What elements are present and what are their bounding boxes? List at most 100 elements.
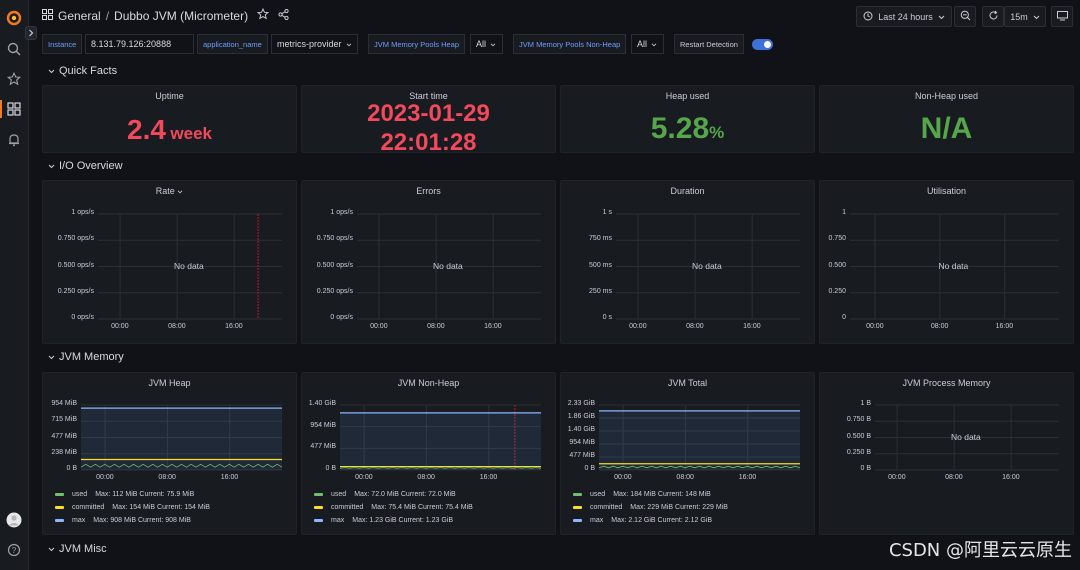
var-select-instance[interactable]: 8.131.79.126:20888 — [85, 34, 194, 54]
refresh-button[interactable] — [982, 6, 1004, 27]
panel-title: JVM Process Memory — [902, 378, 991, 388]
legend-stats: Max: 229 MiB Current: 229 MiB — [630, 504, 728, 511]
x-tick-label: 16:00 — [738, 474, 757, 481]
search-icon[interactable] — [5, 40, 23, 58]
row-io-overview[interactable]: I/O Overview — [48, 160, 123, 172]
panel-uptime[interactable]: Uptime 2.4 week — [42, 85, 297, 153]
legend-name: max — [590, 517, 604, 524]
dashboard-grid-icon — [42, 8, 53, 23]
legend-item-used[interactable]: used Max: 112 MiB Current: 75.9 MiB — [55, 491, 194, 498]
panel-rate[interactable]: Rate 1 ops/s 0.750 ops/s 0.500 ops/s 0.250 … — [42, 180, 297, 344]
grafana-logo-icon[interactable] — [5, 9, 23, 27]
panel-errors[interactable]: Errors 1 ops/s 0.750 ops/s 0.500 ops/s 0.250… — [301, 180, 556, 344]
restart-detection-toggle[interactable] — [752, 39, 773, 50]
starred-icon[interactable] — [5, 70, 23, 88]
legend-swatch — [55, 493, 64, 496]
dashboard-title[interactable]: Dubbo JVM (Micrometer) — [114, 8, 249, 23]
stat-value: 2.4 — [127, 114, 166, 145]
legend-item-max[interactable]: max Max: 1.23 GiB Current: 1.23 GiB — [314, 517, 453, 524]
y-tick-label: 477 MiB — [51, 432, 77, 440]
var-select-heap-pools[interactable]: All — [470, 34, 503, 54]
star-icon[interactable] — [256, 7, 270, 23]
panel-jvm-heap[interactable]: JVM Heap 954 MiB 715 MiB 477 MiB 238 MiB 0 B 0… — [42, 372, 297, 535]
panel-start-time[interactable]: Start time 2023-01-29 22:01:28 — [301, 85, 556, 153]
plot-grid — [357, 213, 541, 320]
legend-stats: Max: 2.12 GiB Current: 2.12 GiB — [611, 517, 712, 524]
y-tick-label: 1.40 GiB — [567, 426, 595, 433]
active-indicator — [0, 100, 2, 118]
breadcrumb-folder[interactable]: General — [58, 8, 101, 23]
panel-jvm-process-memory[interactable]: JVM Process Memory 1 B 0.750 B 0.500 B 0.250… — [819, 372, 1074, 535]
panel-utilisation[interactable]: Utilisation 1 0.750 0.500 0.250 0 00:00 08:00 16… — [819, 180, 1074, 344]
x-tick-label: 00:00 — [370, 323, 388, 330]
share-icon[interactable] — [278, 8, 289, 23]
legend-item-committed[interactable]: committed Max: 154 MiB Current: 154 MiB — [55, 504, 210, 511]
legend-name: committed — [72, 504, 105, 511]
user-avatar[interactable] — [5, 511, 23, 529]
time-range-picker[interactable]: Last 24 hours — [856, 6, 952, 27]
panel-non-heap-used[interactable]: Non-Heap used N/A — [819, 85, 1074, 153]
panel-jvm-total[interactable]: JVM Total 2.33 GiB 1.86 GiB 1.40 GiB 954 MiB… — [560, 372, 815, 535]
x-tick-label: 16:00 — [225, 323, 243, 330]
x-tick-label: 08:00 — [417, 474, 435, 481]
svg-text:?: ? — [12, 546, 17, 555]
y-tick-label: 0.500 — [828, 261, 846, 269]
chevron-down-icon — [48, 160, 55, 172]
x-tick-label: 08:00 — [158, 474, 176, 481]
chevron-down-icon — [490, 39, 496, 49]
legend-item-used[interactable]: used Max: 72.0 MiB Current: 72.0 MiB — [314, 491, 456, 498]
legend-item-used[interactable]: used Max: 184 MiB Current: 148 MiB — [573, 491, 711, 498]
panel-title: Duration — [670, 186, 705, 196]
x-tick-label: 08:00 — [676, 474, 694, 481]
y-tick-label: 0.750 ops/s — [316, 235, 353, 243]
dashboards-icon[interactable] — [5, 100, 23, 118]
zoom-out-button[interactable] — [954, 6, 976, 27]
legend-item-committed[interactable]: committed Max: 75.4 MiB Current: 75.4 MiB — [314, 504, 473, 511]
legend-item-committed[interactable]: committed Max: 229 MiB Current: 229 MiB — [573, 504, 728, 511]
refresh-interval-picker[interactable]: 15m — [1004, 6, 1046, 27]
row-jvm-memory[interactable]: JVM Memory — [48, 351, 124, 363]
panel-heap-used[interactable]: Heap used 5.28% — [560, 85, 815, 153]
x-tick-label: 00:00 — [96, 474, 114, 481]
legend-item-max[interactable]: max Max: 908 MiB Current: 908 MiB — [55, 517, 191, 524]
legend-stats: Max: 72.0 MiB Current: 72.0 MiB — [354, 491, 456, 498]
y-tick-label: 0.500 ops/s — [316, 261, 353, 269]
panel-title: JVM Total — [667, 378, 708, 388]
legend-swatch — [55, 519, 64, 522]
legend-item-max[interactable]: max Max: 2.12 GiB Current: 2.12 GiB — [573, 517, 712, 524]
x-tick-label: 00:00 — [888, 474, 906, 481]
chevron-down-icon — [48, 543, 55, 555]
y-tick-label: 0 ops/s — [71, 314, 94, 321]
no-data-message: No data — [692, 260, 722, 271]
plot-grid — [850, 213, 1059, 320]
legend-stats: Max: 1.23 GiB Current: 1.23 GiB — [352, 517, 453, 524]
x-tick-label: 00:00 — [111, 323, 129, 330]
legend-swatch — [573, 493, 582, 496]
stat-non-heap-used: N/A — [920, 112, 973, 145]
help-icon[interactable]: ? — [5, 541, 23, 559]
row-quick-facts[interactable]: Quick Facts — [48, 65, 117, 77]
x-tick-label: 16:00 — [484, 323, 502, 330]
y-tick-label: 238 MiB — [51, 448, 77, 456]
row-jvm-misc[interactable]: JVM Misc — [48, 543, 107, 555]
series-max-area — [599, 410, 800, 470]
x-tick-label: 08:00 — [168, 323, 186, 330]
expand-menu-button[interactable] — [25, 26, 37, 40]
var-select-application-name[interactable]: metrics-provider — [271, 34, 358, 54]
panel-jvm-non-heap[interactable]: JVM Non-Heap 1.40 GiB 954 MiB 477 MiB 0 B 00:… — [301, 372, 556, 535]
legend-stats: Max: 112 MiB Current: 75.9 MiB — [95, 491, 195, 498]
x-tick-label: 08:00 — [930, 323, 949, 330]
alerting-bell-icon[interactable] — [5, 131, 23, 149]
panel-title: Start time — [409, 91, 448, 101]
var-value: 8.131.79.126:20888 — [91, 39, 172, 49]
row-title-label: I/O Overview — [59, 160, 123, 172]
tv-mode-button[interactable] — [1051, 6, 1073, 27]
var-select-non-heap-pools[interactable]: All — [631, 34, 664, 54]
y-tick-label: 0 B — [325, 465, 336, 472]
var-value: All — [476, 39, 487, 49]
plot-grid — [875, 404, 1059, 471]
row-title-label: JVM Misc — [59, 543, 107, 555]
panel-duration[interactable]: Duration 1 s 750 ms 500 ms 250 ms 0 s 00:00 08:… — [560, 180, 815, 344]
y-tick-label: 750 ms — [589, 235, 612, 243]
legend-swatch — [314, 519, 323, 522]
